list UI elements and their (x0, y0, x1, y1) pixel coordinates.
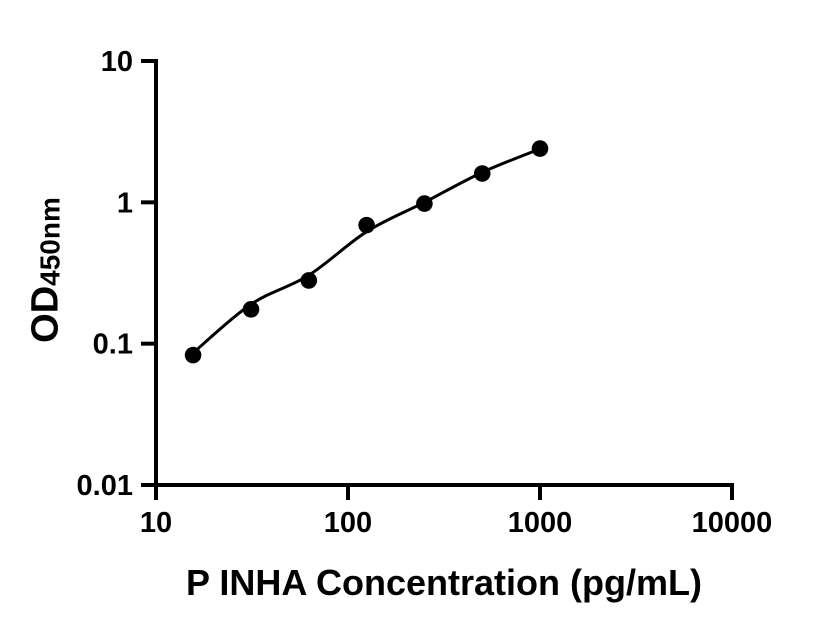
x-tick-label: 100 (324, 507, 372, 539)
data-point (242, 301, 260, 318)
y-tick-label: 0.1 (93, 329, 133, 361)
y-axis-title-main: OD (24, 285, 67, 343)
y-axis-title: OD450nm (25, 197, 68, 343)
x-tick-label: 10000 (692, 507, 773, 539)
data-point (300, 272, 318, 289)
fit-curve-path (192, 147, 541, 355)
y-tick-label: 1 (117, 187, 133, 219)
y-axis-title-subscript: 450nm (34, 197, 66, 286)
y-tick-label: 0.01 (77, 470, 133, 502)
data-point (473, 165, 491, 182)
x-tick-label: 10 (140, 507, 172, 539)
data-point (184, 346, 202, 364)
data-point (358, 216, 375, 234)
data-point (531, 140, 549, 157)
x-tick-label: 1000 (508, 507, 573, 539)
x-axis-title: P INHA Concentration (pg/mL) (186, 562, 702, 603)
y-tick-label: 10 (101, 46, 133, 78)
axes (141, 59, 734, 500)
fit-curve (192, 147, 541, 355)
axis-frame (141, 59, 734, 500)
data-point (416, 195, 433, 212)
data-points (184, 140, 549, 364)
